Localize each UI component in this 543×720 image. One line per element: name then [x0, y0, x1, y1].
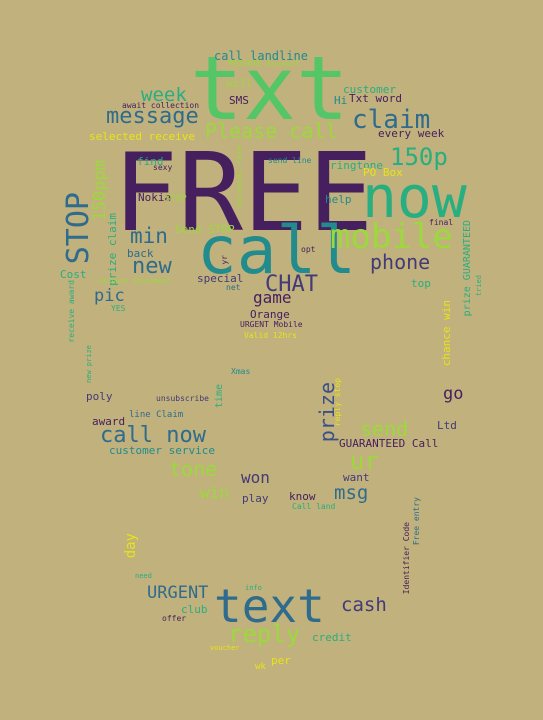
- word-cloud-word: Send STOP: [175, 223, 235, 236]
- word-cloud-word: claim: [352, 105, 431, 135]
- word-cloud-word: credit: [312, 631, 352, 644]
- word-cloud-word: Hi: [334, 94, 348, 107]
- word-cloud-word: message: [106, 104, 199, 129]
- word-cloud-word: unsubscribe: [156, 394, 209, 403]
- word-cloud-word: call now: [100, 423, 206, 448]
- word-cloud-word: SMS: [229, 94, 249, 107]
- word-cloud-word: national rate: [235, 145, 244, 208]
- word-cloud-word: tried: [475, 275, 483, 297]
- word-cloud-word: min: [130, 224, 168, 248]
- word-cloud-word: day: [123, 533, 139, 559]
- word-cloud-word: know: [289, 490, 316, 503]
- word-cloud-word: msg: [334, 482, 369, 504]
- word-cloud-word: find: [137, 155, 164, 168]
- word-cloud-word: wk: [255, 662, 266, 672]
- word-cloud-word: GUARANTEED Call: [339, 437, 439, 450]
- word-cloud-word: STOP: [165, 194, 187, 204]
- word-cloud-word: club: [181, 603, 208, 616]
- word-cloud-word: want: [343, 471, 370, 484]
- word-cloud-word: will: [226, 77, 253, 90]
- word-cloud-word: reply: [228, 620, 301, 648]
- word-cloud-word: need: [135, 572, 152, 580]
- word-cloud-word: Ltd: [437, 419, 457, 432]
- word-cloud-word: per: [271, 654, 291, 667]
- word-cloud-word: pic: [94, 286, 125, 306]
- word-cloud-word: special: [197, 272, 244, 285]
- word-cloud-word: Nokia: [138, 191, 172, 204]
- word-cloud-word: Orange: [250, 308, 290, 321]
- word-cloud-word: reply stop: [333, 378, 342, 427]
- word-cloud-word: game: [253, 288, 292, 307]
- word-cloud-word: Cost: [60, 268, 87, 281]
- word-cloud-word: ur: [350, 447, 379, 475]
- word-cloud-word: new: [132, 254, 172, 279]
- word-cloud-word: sexy: [153, 163, 173, 172]
- word-cloud-word: selected receive: [89, 130, 195, 143]
- word-cloud-word: opt: [301, 245, 316, 254]
- word-cloud-word: time: [214, 384, 225, 409]
- word-cloud-word: info: [245, 584, 262, 592]
- word-cloud-word: now: [362, 163, 467, 231]
- word-cloud-word: phone: [370, 250, 431, 274]
- word-cloud-word: FREE: [113, 131, 374, 256]
- word-cloud-word: go: [443, 384, 464, 404]
- word-cloud-word: customer service: [109, 444, 215, 457]
- word-cloud-word: line Claim: [129, 410, 184, 420]
- word-cloud-word: call landline: [214, 49, 308, 63]
- word-cloud-word: Xmas: [231, 367, 251, 376]
- word-cloud-word: await collection: [122, 101, 200, 110]
- word-cloud-word: cash: [341, 594, 387, 616]
- word-cloud-word: play: [242, 492, 269, 505]
- word-cloud-word: help: [325, 193, 352, 206]
- word-cloud-word: won: [241, 468, 270, 487]
- word-cloud-word: CHAT: [265, 272, 318, 297]
- word-cloud-word: customer: [343, 83, 396, 96]
- word-cloud-word: send line: [268, 156, 312, 165]
- word-cloud-word: Valid 12hrs: [244, 331, 297, 340]
- word-cloud-word: Please call: [205, 119, 338, 143]
- word-cloud-word: receive award: [67, 280, 76, 343]
- word-cloud-word: Free entry: [412, 497, 421, 546]
- word-cloud-word: Account Statement: [99, 277, 171, 285]
- word-cloud-word: poly: [86, 390, 113, 403]
- word-cloud-word: ringtone: [330, 159, 383, 172]
- word-cloud-word: Call land: [292, 502, 336, 511]
- word-cloud-word: win: [200, 483, 229, 502]
- word-cloud-word: week: [141, 84, 187, 106]
- word-cloud-word: YES: [111, 304, 126, 313]
- word-cloud-word: yr: [220, 255, 229, 265]
- word-cloud-word: PO Box: [363, 166, 403, 179]
- word-cloud-word: PRIVATE Account: [228, 59, 301, 68]
- word-cloud-word: Identifier Code: [402, 522, 411, 595]
- word-cloud-word: back: [127, 247, 154, 260]
- word-cloud-word: call: [197, 212, 356, 289]
- word-cloud-word: URGENT: [147, 583, 209, 603]
- word-cloud-word: voucher: [210, 644, 240, 652]
- word-cloud-word: 150p: [390, 143, 448, 171]
- word-cloud-word: URGENT Mobile: [240, 320, 303, 329]
- word-cloud-word: Txt word: [349, 92, 402, 105]
- word-cloud-word: mobile: [330, 217, 453, 257]
- word-cloud-word: every week: [378, 127, 445, 140]
- word-cloud-word: final: [429, 218, 454, 227]
- word-cloud-word: tone: [169, 457, 218, 481]
- word-cloud-word: prize claim: [106, 213, 119, 286]
- word-cloud-word: new prize: [85, 345, 93, 383]
- word-cloud-word: send: [360, 417, 409, 441]
- word-cloud-word: award: [92, 415, 126, 428]
- word-cloud-word: text: [214, 579, 325, 633]
- word-cloud-word: net: [226, 283, 241, 292]
- word-cloud-word: offer: [162, 614, 187, 623]
- word-cloud-word: txt: [190, 37, 349, 140]
- word-cloud-word: chance win: [440, 300, 453, 367]
- word-cloud-word: prize GUARANTEED: [462, 220, 473, 317]
- word-cloud-word: top: [411, 277, 431, 290]
